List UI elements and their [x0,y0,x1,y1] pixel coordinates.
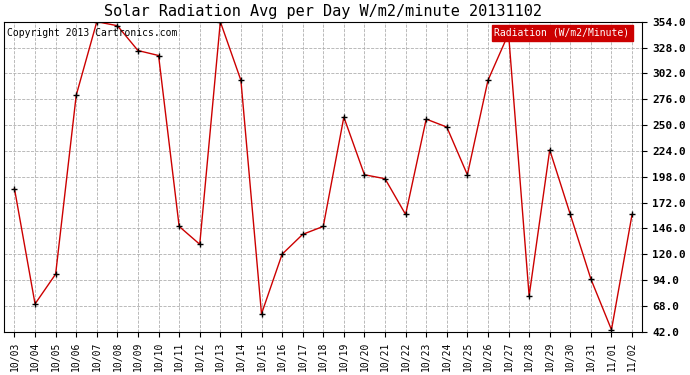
Text: Radiation (W/m2/Minute): Radiation (W/m2/Minute) [495,28,629,38]
Title: Solar Radiation Avg per Day W/m2/minute 20131102: Solar Radiation Avg per Day W/m2/minute … [104,4,542,19]
Text: Copyright 2013 Cartronics.com: Copyright 2013 Cartronics.com [8,28,178,38]
